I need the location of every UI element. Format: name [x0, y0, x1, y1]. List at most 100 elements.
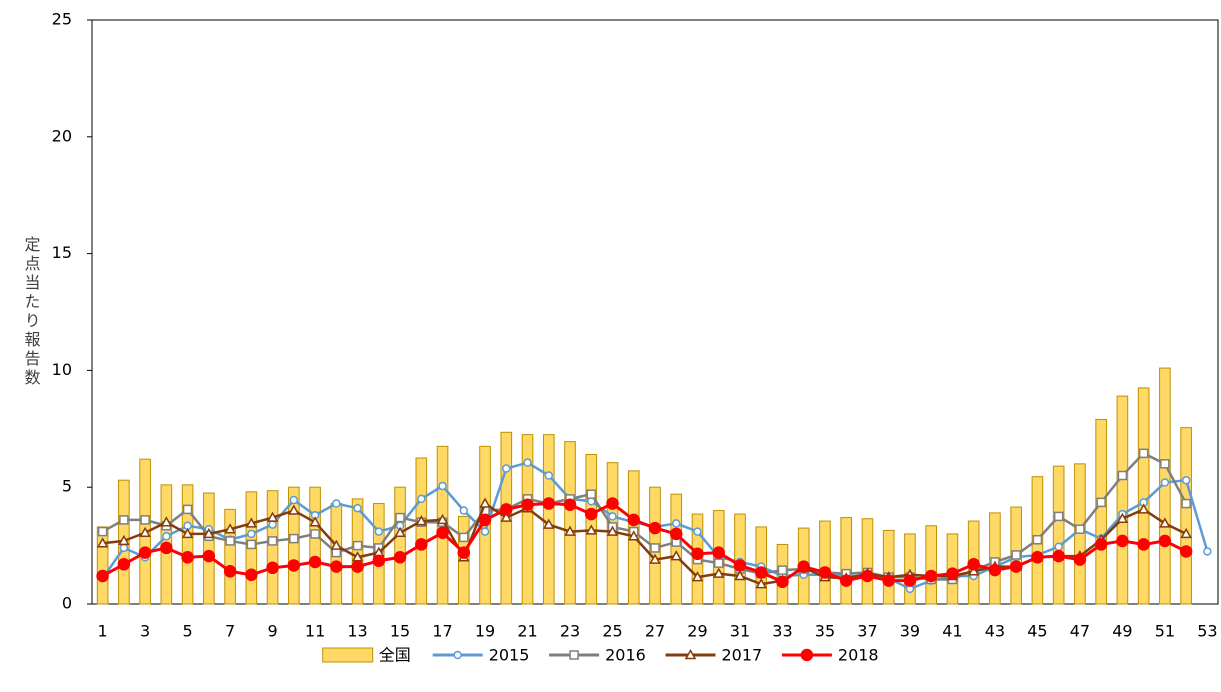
point	[182, 504, 193, 515]
point	[946, 567, 959, 580]
point	[436, 526, 449, 540]
bar	[1137, 387, 1150, 605]
bar	[181, 484, 194, 605]
point	[648, 521, 662, 535]
x-tick-label: 5	[183, 622, 193, 641]
legend-marker	[453, 650, 462, 660]
point	[861, 569, 874, 583]
point	[502, 464, 511, 473]
point	[967, 558, 980, 571]
point	[332, 499, 341, 508]
point	[608, 512, 617, 521]
series-2018	[96, 497, 1193, 589]
point	[649, 553, 661, 564]
point	[1160, 478, 1170, 487]
point	[330, 539, 343, 550]
point	[733, 559, 747, 572]
point	[1054, 542, 1063, 552]
x-tick-label: 23	[560, 622, 580, 641]
point	[500, 511, 513, 522]
point	[797, 560, 810, 573]
x-tick-label: 19	[475, 622, 495, 641]
legend-marker	[684, 648, 697, 660]
bar	[670, 493, 683, 605]
point	[268, 520, 277, 529]
point	[160, 541, 173, 555]
point	[691, 547, 704, 561]
x-tick-label: 45	[1027, 622, 1047, 641]
x-tick-label: 7	[225, 622, 235, 641]
point	[542, 497, 556, 510]
point	[438, 481, 447, 491]
point	[1117, 470, 1128, 481]
x-tick-label: 39	[900, 622, 920, 641]
point	[415, 538, 428, 551]
x-tick-label: 27	[645, 622, 665, 641]
point	[754, 566, 768, 579]
point	[563, 498, 577, 511]
point	[1053, 511, 1064, 522]
point	[1031, 551, 1044, 564]
line	[102, 451, 1188, 581]
point	[374, 527, 384, 536]
point	[372, 554, 386, 568]
bar	[266, 490, 279, 605]
point	[138, 546, 152, 559]
point	[330, 560, 343, 573]
x-tick-label: 49	[1112, 622, 1132, 641]
point	[223, 565, 237, 578]
point	[776, 575, 789, 589]
point	[96, 537, 109, 548]
point	[266, 561, 279, 575]
point	[1011, 550, 1021, 560]
point	[882, 574, 895, 587]
bar	[1095, 418, 1107, 605]
point	[267, 536, 278, 546]
x-tick-label: 17	[432, 622, 452, 641]
point	[924, 569, 938, 583]
point	[544, 471, 554, 480]
x-tick-label: 9	[267, 622, 277, 641]
x-tick-label: 29	[687, 622, 707, 641]
point	[712, 567, 725, 578]
point	[1116, 534, 1129, 548]
x-tick-label: 31	[730, 622, 750, 641]
point	[246, 539, 257, 550]
y-tick-label: 20	[52, 126, 72, 145]
point	[500, 503, 513, 516]
line	[101, 501, 1187, 584]
point	[224, 523, 236, 534]
y-tick-label: 15	[52, 243, 72, 262]
point	[202, 549, 216, 563]
point	[671, 519, 681, 528]
point	[457, 546, 471, 559]
point	[245, 517, 258, 528]
point	[734, 569, 746, 581]
point	[351, 560, 364, 573]
x-tick-label: 47	[1070, 622, 1090, 641]
point	[818, 566, 832, 579]
point	[119, 543, 129, 553]
bar	[1116, 395, 1129, 605]
point	[266, 511, 279, 522]
point	[712, 546, 725, 559]
x-tick-label: 33	[772, 622, 792, 641]
point	[1179, 545, 1193, 558]
bar	[521, 434, 534, 605]
legend-label: 2015	[489, 646, 530, 665]
point	[140, 515, 150, 525]
point	[478, 513, 492, 527]
point	[1096, 497, 1106, 508]
point	[395, 512, 405, 523]
y-tick-label: 0	[62, 594, 72, 613]
point	[309, 516, 321, 527]
x-tick-label: 51	[1155, 622, 1175, 641]
point	[1158, 534, 1172, 548]
point	[585, 507, 598, 521]
point	[459, 532, 469, 543]
point	[480, 527, 490, 536]
x-tick-label: 21	[517, 622, 537, 641]
point	[1137, 503, 1150, 514]
point	[670, 550, 683, 561]
